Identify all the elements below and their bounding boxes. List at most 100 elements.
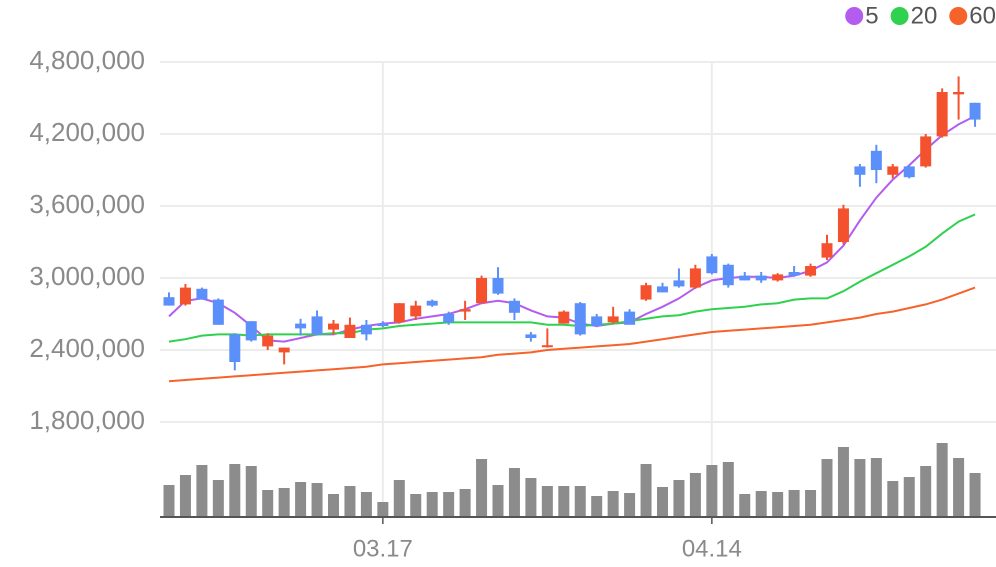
candle-body	[262, 335, 274, 347]
volume-bar	[854, 459, 866, 517]
candle-body	[508, 300, 520, 313]
candle-body	[837, 208, 849, 242]
volume-bar	[541, 486, 553, 517]
volume-bar	[969, 473, 981, 517]
candle-body	[887, 166, 899, 175]
volume-bar	[722, 462, 734, 517]
volume-bar	[179, 475, 191, 517]
candle-body	[410, 305, 422, 317]
legend-marker	[845, 7, 864, 25]
volume-bar	[360, 492, 372, 517]
volume-bar	[706, 465, 718, 517]
candle-body	[969, 102, 981, 120]
volume-bar	[673, 480, 685, 517]
volume-bar	[772, 492, 784, 517]
candle-body	[854, 166, 866, 175]
candle-body	[245, 321, 257, 341]
volume-bar	[278, 488, 290, 517]
candle-body	[476, 278, 488, 304]
candle-body	[706, 256, 718, 274]
candle-body	[903, 166, 915, 178]
legend-label: 20	[911, 2, 938, 29]
candle-body	[426, 300, 438, 306]
candle-body	[821, 243, 833, 258]
volume-bar	[311, 483, 323, 517]
x-tick-label: 04.14	[682, 535, 742, 562]
volume-bar	[739, 494, 751, 517]
candle-body	[541, 345, 553, 348]
candle-body	[739, 275, 751, 281]
candle-body	[591, 316, 603, 326]
volume-bar	[212, 480, 224, 517]
candle-body	[344, 324, 356, 338]
y-tick-label: 1,800,000	[29, 405, 145, 435]
candle-body	[459, 309, 471, 312]
volume-bar	[591, 496, 603, 517]
candle-body	[640, 285, 652, 300]
volume-bar	[492, 485, 504, 517]
candle-body	[393, 303, 405, 323]
volume-bar	[476, 459, 488, 517]
y-tick-label: 3,000,000	[29, 261, 145, 291]
candle-body	[755, 275, 767, 281]
volume-bar	[657, 487, 668, 517]
candle-body	[525, 334, 537, 338]
candle-body	[558, 311, 570, 324]
candle-body	[624, 311, 636, 325]
volume-bar	[689, 473, 701, 517]
candle-body	[360, 324, 372, 335]
candle-body	[196, 288, 208, 300]
volume-bar	[936, 443, 948, 517]
ma-line	[168, 286, 976, 383]
candle-body	[574, 303, 586, 335]
candle-body	[443, 314, 455, 323]
volume-bar	[558, 486, 570, 517]
candle-body	[163, 297, 175, 306]
volume-bar	[887, 481, 899, 517]
candle-body	[278, 347, 290, 353]
candle-body	[657, 286, 668, 293]
volume-bar	[837, 447, 849, 517]
candle-body	[689, 268, 701, 288]
candle-body	[212, 299, 224, 325]
volume-bar	[295, 482, 307, 517]
candle-body	[295, 323, 307, 329]
candle-body	[179, 287, 191, 305]
candle-body	[311, 316, 323, 335]
legend-marker	[890, 7, 909, 25]
volume-bar	[607, 491, 619, 517]
volume-bar	[393, 480, 405, 517]
volume-bar	[344, 486, 356, 517]
volume-bar	[262, 490, 274, 517]
ma-line	[168, 213, 976, 343]
legend-label: 60	[969, 2, 996, 29]
candle-body	[673, 280, 685, 287]
y-tick-label: 4,200,000	[29, 117, 145, 147]
candle-body	[722, 264, 734, 286]
y-tick-label: 3,600,000	[29, 189, 145, 219]
candle-body	[492, 278, 504, 294]
candle-body	[607, 316, 619, 323]
volume-bar	[245, 466, 257, 517]
volume-bar	[163, 485, 175, 517]
volume-bar	[196, 465, 208, 517]
candle-body	[377, 323, 389, 326]
volume-bar	[229, 464, 241, 517]
volume-bar	[953, 458, 965, 517]
volume-bar	[805, 490, 817, 517]
volume-bar	[821, 459, 833, 517]
volume-bar	[377, 502, 389, 517]
volume-bar	[525, 478, 537, 517]
volume-bar	[328, 494, 339, 517]
volume-bar	[920, 466, 932, 517]
volume-bar	[624, 493, 636, 517]
volume-bar	[459, 489, 471, 517]
candle-body	[920, 136, 932, 167]
candle-body	[953, 92, 965, 95]
volume-bar	[755, 491, 767, 517]
volume-bar	[788, 490, 800, 517]
candle-body	[772, 274, 784, 281]
legend-marker	[949, 7, 968, 25]
volume-bar	[870, 458, 882, 517]
